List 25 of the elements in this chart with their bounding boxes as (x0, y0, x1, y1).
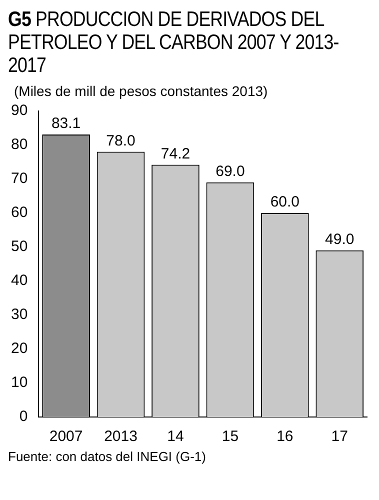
data-label: 49.0 (325, 231, 354, 248)
y-tick-label: 30 (10, 306, 28, 324)
source-note: Fuente: con datos del INEGI (G-1) (8, 449, 207, 464)
data-label: 83.1 (51, 115, 81, 132)
y-tick-label: 50 (10, 238, 28, 256)
y-tick-label: 40 (10, 272, 28, 290)
x-tick-label: 14 (167, 428, 184, 446)
x-tick-label: 17 (331, 428, 348, 446)
chart-subtitle: (Miles de mill de pesos constantes 2013) (14, 83, 269, 99)
y-tick-label: 60 (10, 204, 28, 222)
y-tick-label: 80 (10, 136, 28, 154)
y-tick-label: 70 (10, 170, 28, 188)
x-tick-label: 2013 (104, 428, 138, 446)
x-tick-label: 15 (222, 428, 239, 446)
y-tick-label: 0 (19, 408, 28, 426)
y-tick-label: 20 (10, 340, 28, 358)
data-label: 78.0 (106, 132, 136, 150)
x-tick-label: 2007 (49, 428, 83, 446)
x-tick-label: 16 (276, 428, 294, 446)
data-label: 74.2 (160, 145, 190, 162)
y-tick-label: 10 (10, 374, 28, 392)
chart-title: G5 PRODUCCION DE DERIVADOS DEL PETROLEO Y DEL CARBON 2007 Y 2013-2017 (8, 8, 340, 77)
y-tick-label: 90 (10, 102, 28, 120)
data-label: 60.0 (270, 194, 300, 211)
data-label: 69.0 (216, 163, 245, 180)
